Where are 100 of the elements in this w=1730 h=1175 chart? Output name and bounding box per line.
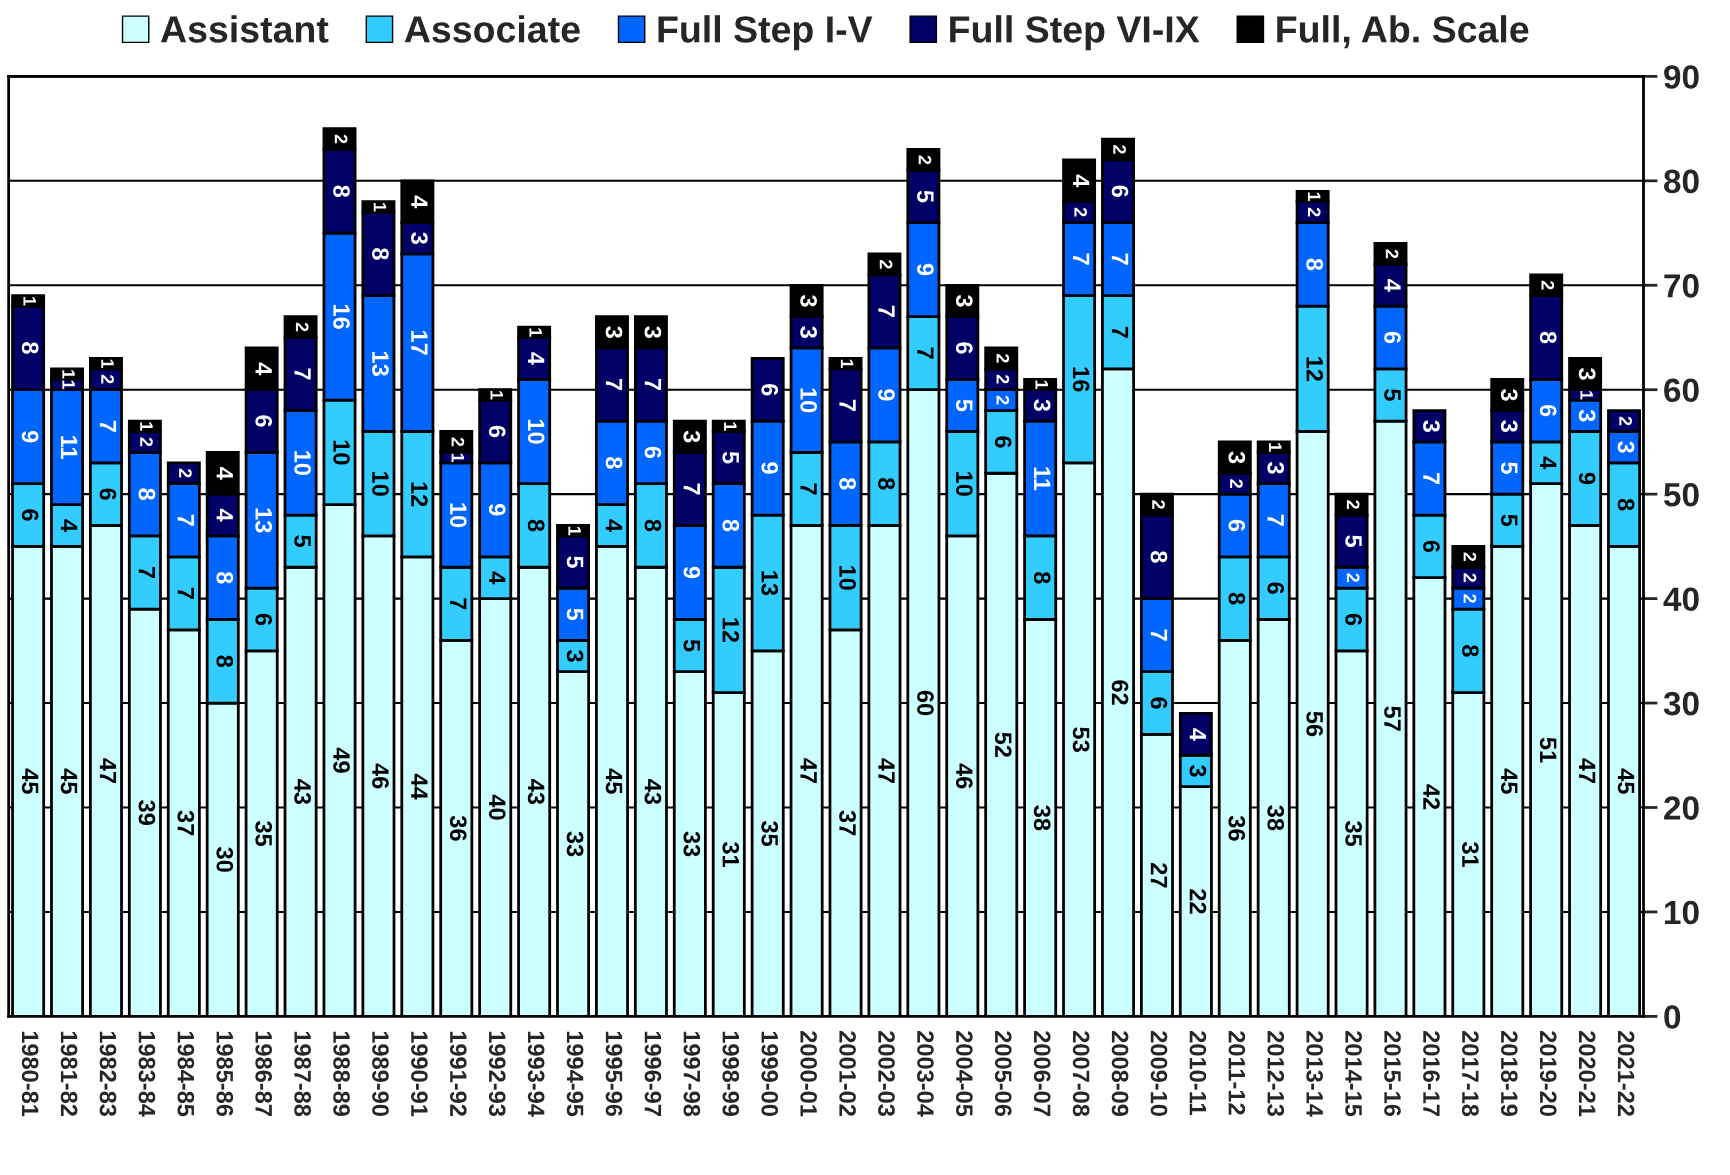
data-label: 17 — [411, 331, 428, 355]
x-tick-label: 2007-08 — [1072, 1031, 1090, 1117]
data-label: 4 — [1384, 279, 1401, 292]
data-label: 52 — [994, 732, 1012, 758]
data-label: 5 — [1500, 514, 1518, 527]
data-label: 8 — [527, 519, 545, 532]
data-label: 10 — [294, 451, 311, 475]
data-label: 2 — [140, 437, 153, 447]
data-label: 60 — [917, 690, 934, 716]
data-label: 2 — [1619, 416, 1632, 426]
data-label: 8 — [372, 248, 389, 260]
x-tick-label: 2010-11 — [1189, 1031, 1207, 1115]
data-label: 43 — [294, 779, 311, 805]
data-label: 3 — [1189, 764, 1207, 777]
data-label: 31 — [1461, 841, 1479, 867]
data-label: 1 — [1035, 380, 1048, 389]
data-label: 5 — [1384, 389, 1401, 401]
data-label: 7 — [1150, 629, 1168, 641]
data-label: 2 — [1152, 500, 1165, 509]
data-label: 2 — [1113, 145, 1126, 154]
x-tick-label: 2001-02 — [839, 1031, 856, 1116]
data-label: 5 — [566, 608, 584, 621]
data-label: 2 — [996, 353, 1010, 363]
data-label: 7 — [917, 347, 934, 359]
data-label: 10 — [955, 472, 973, 496]
data-label: 6 — [1150, 697, 1168, 709]
data-label: 8 — [333, 185, 350, 198]
data-label: 4 — [60, 519, 78, 532]
x-tick-label: 1998-99 — [722, 1031, 740, 1117]
data-label: 7 — [1111, 326, 1129, 338]
legend-label: Full, Ab. Scale — [1277, 15, 1529, 49]
y-tick-label: 70 — [1664, 274, 1699, 298]
data-label: 7 — [878, 305, 895, 317]
data-label: 44 — [411, 773, 428, 800]
data-label: 1 — [1307, 192, 1321, 201]
data-label: 8 — [216, 571, 234, 584]
data-label: 1 — [1580, 391, 1593, 400]
data-label: 1 — [373, 203, 387, 212]
data-label: 4 — [216, 467, 233, 480]
data-label: 1 — [451, 453, 465, 463]
x-tick-label: 2012-13 — [1267, 1031, 1285, 1117]
x-tick-label: 1986-87 — [255, 1031, 273, 1116]
x-tick-label: 1997-98 — [683, 1031, 701, 1117]
data-label: 7 — [138, 566, 156, 579]
data-label: 7 — [839, 399, 856, 411]
data-label: 8 — [21, 342, 39, 354]
data-label: 3 — [1500, 388, 1518, 401]
data-label: 8 — [216, 655, 234, 668]
data-label: 9 — [21, 430, 39, 443]
data-label: 6 — [488, 425, 506, 438]
legend-label: Associate — [404, 15, 580, 43]
x-tick-label: 2016-17 — [1423, 1031, 1440, 1116]
data-label: 37 — [839, 810, 856, 836]
legend-label: Assistant — [160, 15, 329, 43]
data-label: 8 — [1150, 551, 1168, 563]
data-label: 27 — [1150, 863, 1168, 888]
data-label: 9 — [761, 462, 779, 474]
data-label: 62 — [1111, 680, 1129, 705]
data-label: 1 — [724, 422, 737, 431]
data-label: 1 — [1269, 443, 1282, 452]
data-label: 5 — [683, 639, 700, 652]
data-label: 8 — [644, 519, 662, 532]
data-label: 1 — [62, 380, 75, 389]
legend-label: Full Step VI-IX — [950, 15, 1200, 51]
data-label: 4 — [489, 571, 506, 585]
x-tick-label: 2009-10 — [1150, 1031, 1168, 1116]
data-label: 11 — [1034, 467, 1051, 491]
data-label: 12 — [722, 618, 740, 643]
data-label: 2 — [1346, 500, 1360, 509]
data-label: 12 — [411, 482, 428, 507]
data-label: 6 — [1228, 519, 1246, 532]
data-label: 16 — [1072, 367, 1090, 392]
data-label: 4 — [1189, 728, 1206, 741]
y-tick-label: 90 — [1664, 65, 1699, 89]
x-tick-label: 1981-82 — [60, 1031, 78, 1116]
data-label: 10 — [527, 419, 545, 444]
data-label: 43 — [527, 779, 545, 805]
data-label: 45 — [1617, 768, 1635, 794]
data-label: 8 — [722, 519, 740, 532]
data-label: 10 — [333, 440, 350, 465]
data-label: 6 — [644, 446, 662, 459]
data-label: 3 — [955, 294, 973, 307]
data-label: 7 — [450, 598, 467, 610]
data-label: 43 — [644, 779, 662, 805]
data-label: 3 — [1578, 368, 1596, 380]
data-label: 2 — [1230, 479, 1243, 489]
x-tick-label: 1982-83 — [99, 1031, 117, 1117]
data-label: 6 — [1539, 404, 1557, 417]
x-tick-label: 2003-04 — [917, 1031, 934, 1117]
data-label: 5 — [955, 399, 973, 412]
data-label: 4 — [255, 362, 272, 376]
x-tick-label: 1999-00 — [761, 1031, 779, 1116]
x-tick-label: 1989-90 — [372, 1031, 389, 1116]
data-label: 6 — [255, 415, 273, 427]
data-label: 2 — [996, 395, 1010, 405]
data-label: 10 — [839, 566, 856, 590]
data-label: 36 — [1228, 815, 1246, 841]
data-label: 5 — [294, 535, 311, 548]
data-label: 3 — [644, 326, 662, 338]
data-label: 7 — [1072, 253, 1090, 265]
